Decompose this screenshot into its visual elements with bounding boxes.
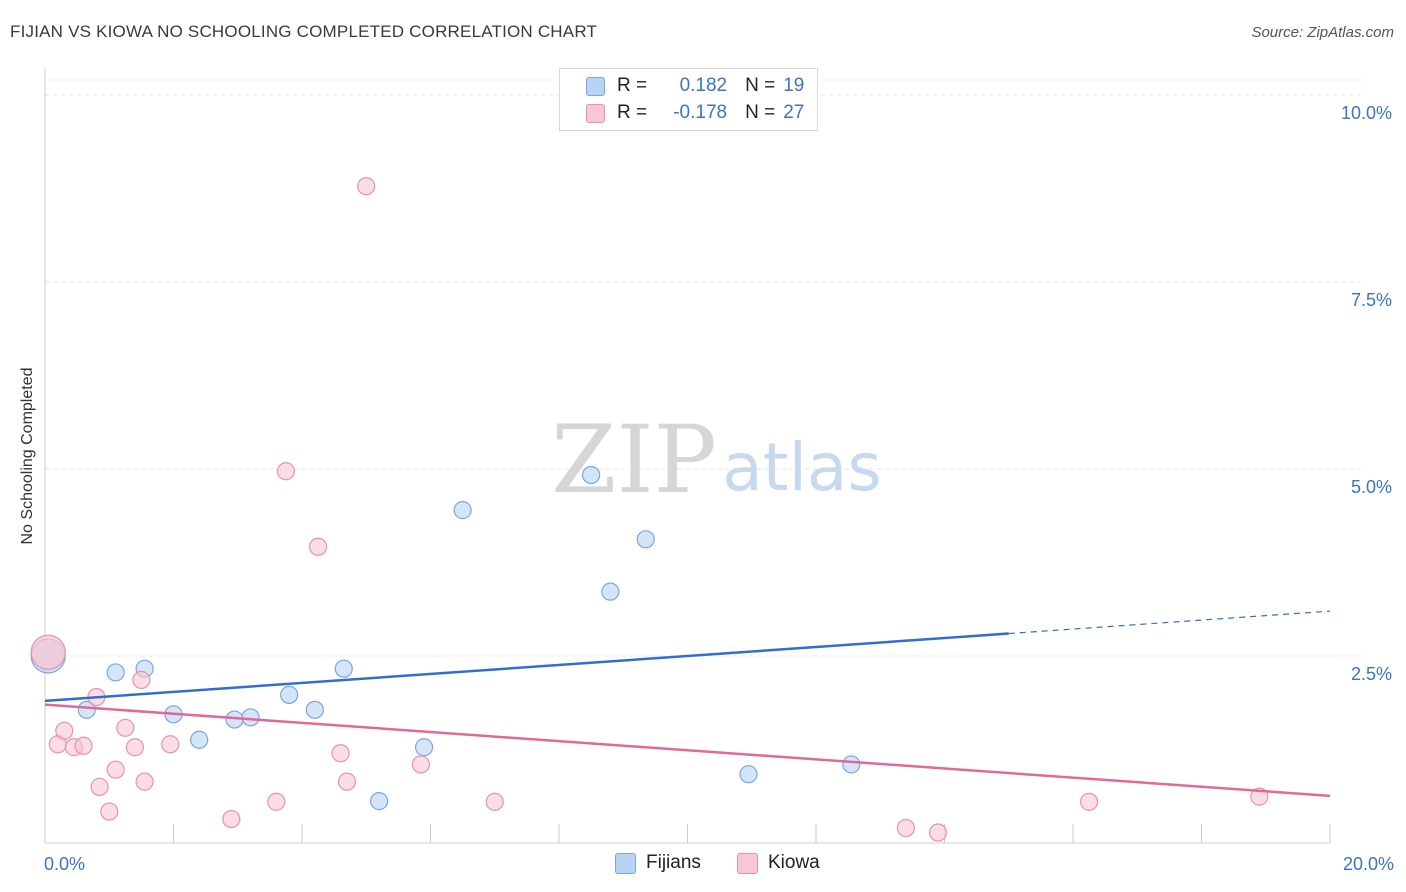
fijians-point-7 <box>241 708 260 727</box>
fijians-point-17 <box>739 765 758 784</box>
fijians-point-13 <box>453 501 472 520</box>
data-points <box>30 177 1269 842</box>
kiowa-r-value: -0.178 <box>673 102 728 123</box>
kiowa-trend-line <box>44 703 1331 798</box>
kiowa-point-6 <box>90 777 109 796</box>
fijians-point-1 <box>106 663 125 682</box>
fijians-point-8 <box>280 685 299 704</box>
kiowa-point-9 <box>116 718 135 737</box>
n-label: N = <box>745 102 776 123</box>
fijians-swatch <box>586 76 605 96</box>
kiowa-point-24 <box>928 823 948 842</box>
x-tick-label-0: 0.0% <box>44 854 85 874</box>
legend-item-kiowa: Kiowa <box>737 852 820 874</box>
y-tick-label-1: 5.0% <box>1351 477 1392 497</box>
fijians-legend-label: Fijians <box>646 852 701 873</box>
kiowa-swatch <box>586 103 605 123</box>
tick-labels: 2.5% 5.0% 7.5% 10.0% 0.0% 20.0% <box>44 103 1394 874</box>
kiowa-point-8 <box>106 760 125 779</box>
fijians-legend-swatch <box>615 852 636 874</box>
kiowa-point-17 <box>308 537 328 556</box>
fijians-point-11 <box>370 792 389 811</box>
kiowa-legend-swatch <box>737 852 758 874</box>
r-label: R = <box>617 102 648 123</box>
legend-item-fijians: Fijians <box>615 852 701 874</box>
fijians-point-9 <box>305 700 324 719</box>
kiowa-point-12 <box>135 772 154 791</box>
y-tick-label-3: 10.0% <box>1341 103 1392 123</box>
trend-lines <box>44 610 1331 798</box>
kiowa-point-7 <box>100 802 119 821</box>
kiowa-point-22 <box>485 792 504 811</box>
x-tick-label-1: 20.0% <box>1343 854 1394 874</box>
y-tick-label-0: 2.5% <box>1351 664 1392 684</box>
kiowa-point-2 <box>55 721 74 740</box>
kiowa-point-20 <box>357 177 376 196</box>
fijians-point-14 <box>582 465 601 485</box>
fijians-point-12 <box>414 738 434 757</box>
fijians-point-10 <box>334 659 353 678</box>
source-label: Source: ZipAtlas.com <box>1251 24 1394 41</box>
kiowa-point-21 <box>411 755 430 774</box>
kiowa-point-16 <box>276 462 296 481</box>
legend-row-kiowa: R = -0.178 N = 27 <box>586 101 804 125</box>
chart-title: FIJIAN VS KIOWA NO SCHOOLING COMPLETED C… <box>10 22 598 41</box>
kiowa-point-0 <box>30 634 66 670</box>
r-label: R = <box>617 75 648 96</box>
kiowa-point-14 <box>222 809 241 829</box>
gridlines <box>45 79 1365 657</box>
fijians-point-15 <box>601 582 620 601</box>
fijians-r-value: 0.182 <box>679 75 728 96</box>
fijians-point-5 <box>190 730 209 749</box>
kiowa-point-4 <box>74 736 93 755</box>
watermark-zip: ZIP <box>551 406 717 515</box>
y-tick-label-2: 7.5% <box>1351 290 1392 310</box>
kiowa-point-13 <box>161 735 180 754</box>
kiowa-point-15 <box>267 792 286 811</box>
n-label: N = <box>745 75 776 96</box>
watermark: ZIP atlas <box>551 406 882 515</box>
watermark-atlas: atlas <box>722 429 882 506</box>
fijians-trend-line <box>44 632 1009 703</box>
fijians-n-value: 19 <box>783 75 805 96</box>
stats-legend: R = 0.182 N = 19 R = -0.178 N = 27 <box>559 68 818 131</box>
kiowa-point-11 <box>132 670 151 690</box>
fijians-point-3 <box>77 700 96 719</box>
kiowa-n-value: 27 <box>783 102 805 123</box>
axes <box>44 68 1331 844</box>
kiowa-point-25 <box>1079 792 1099 811</box>
kiowa-point-23 <box>896 818 916 838</box>
fijians-point-16 <box>636 530 655 549</box>
kiowa-point-18 <box>331 744 350 763</box>
fijians-trend-extension <box>1008 610 1331 635</box>
kiowa-legend-label: Kiowa <box>768 852 820 873</box>
fijians-point-18 <box>842 755 861 774</box>
kiowa-point-19 <box>337 772 357 791</box>
kiowa-point-10 <box>125 738 145 757</box>
legend-row-fijians: R = 0.182 N = 19 <box>586 74 804 98</box>
